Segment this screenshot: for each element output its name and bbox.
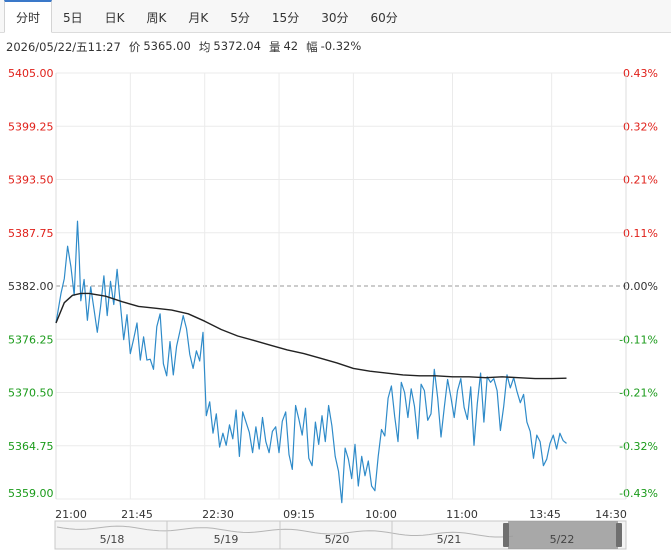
navigator-right-handle[interactable] bbox=[616, 523, 622, 547]
avg-price: 5372.04 bbox=[213, 39, 261, 53]
x-tick-label: 10:00 bbox=[365, 508, 397, 521]
quote-datetime: 2026/05/22/五11:27 bbox=[6, 40, 121, 54]
tab-3[interactable]: 周K bbox=[146, 10, 167, 25]
navigator-mini-line bbox=[56, 525, 514, 538]
pct-tick-label: -0.43% bbox=[619, 487, 658, 500]
tab-0[interactable]: 分时 bbox=[4, 0, 53, 33]
pct-tick-label: 0.00% bbox=[623, 280, 658, 293]
y-tick-label: 5364.75 bbox=[8, 440, 54, 453]
pct-tick-label: -0.11% bbox=[619, 333, 658, 346]
navigator-date-label: 5/20 bbox=[325, 533, 350, 546]
pct-tick-label: -0.32% bbox=[619, 440, 658, 453]
quote-info-line: 2026/05/22/五11:27 价 5365.00 均 5372.04 量 … bbox=[6, 39, 361, 55]
pct-tick-label: 0.43% bbox=[623, 67, 658, 80]
price-line bbox=[55, 220, 567, 504]
y-tick-label: 5405.00 bbox=[8, 67, 54, 80]
x-tick-label: 21:00 bbox=[55, 508, 87, 521]
navigator-selected-window bbox=[508, 521, 618, 549]
tab-2[interactable]: 日K bbox=[104, 10, 125, 25]
tab-4[interactable]: 月K bbox=[188, 10, 209, 25]
tab-6[interactable]: 15分 bbox=[271, 10, 300, 25]
average-price-line bbox=[55, 292, 567, 380]
tab-7[interactable]: 30分 bbox=[321, 10, 349, 25]
pct-tick-label: 0.21% bbox=[623, 174, 658, 187]
x-tick-label: 21:45 bbox=[121, 508, 153, 521]
y-tick-label: 5393.50 bbox=[8, 174, 54, 187]
y-tick-label: 5399.25 bbox=[8, 120, 54, 133]
x-tick-label: 14:30 bbox=[595, 508, 627, 521]
current-price: 5365.00 bbox=[143, 39, 191, 53]
y-tick-label: 5387.75 bbox=[8, 227, 54, 240]
navigator-date-label: 5/22 bbox=[550, 533, 575, 546]
x-tick-label: 11:00 bbox=[446, 508, 478, 521]
volume-label: 量 bbox=[268, 40, 281, 54]
avg-price-label: 均 bbox=[198, 40, 211, 54]
navigator-date-label: 5/21 bbox=[437, 533, 462, 546]
y-tick-label: 5382.00 bbox=[8, 280, 54, 293]
navigator-date-label: 5/18 bbox=[100, 533, 125, 546]
price-label: 价 bbox=[128, 40, 141, 54]
pct-tick-label: -0.21% bbox=[619, 387, 658, 400]
x-tick-label: 22:30 bbox=[202, 508, 234, 521]
y-tick-label: 5359.00 bbox=[8, 487, 54, 500]
intraday-chart[interactable]: 5405.00 0.43% 5399.25 0.32% 5393.50 0.21% 5387… bbox=[0, 60, 671, 550]
period-tab-bar: 分时 5日 日K 周K 月K 5分 15分 30分 60分 bbox=[0, 0, 671, 33]
navigator-date-label: 5/19 bbox=[214, 533, 239, 546]
tab-8[interactable]: 60分 bbox=[370, 10, 398, 25]
tab-5[interactable]: 5分 bbox=[230, 10, 250, 25]
pct-tick-label: 0.11% bbox=[623, 227, 658, 240]
tab-1[interactable]: 5日 bbox=[63, 10, 83, 25]
change-value: -0.32% bbox=[320, 39, 362, 53]
x-tick-label: 13:45 bbox=[529, 508, 561, 521]
y-tick-label: 5370.50 bbox=[8, 387, 54, 400]
pct-tick-label: 0.32% bbox=[623, 120, 658, 133]
navigator-left-handle[interactable] bbox=[503, 523, 509, 547]
y-tick-label: 5376.25 bbox=[8, 333, 54, 346]
x-tick-label: 09:15 bbox=[283, 508, 315, 521]
change-label: 幅 bbox=[306, 40, 318, 54]
volume-value: 42 bbox=[283, 39, 299, 53]
